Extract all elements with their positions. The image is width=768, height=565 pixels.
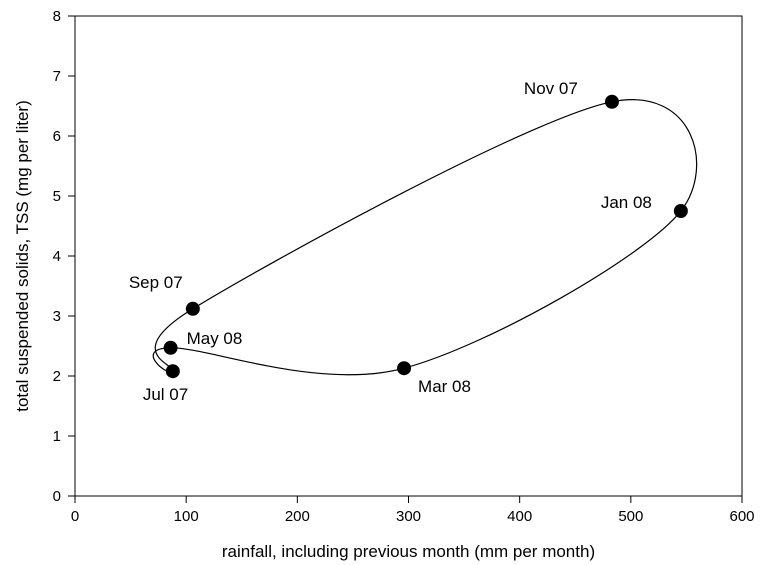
y-tick-label: 2 xyxy=(53,368,61,385)
x-tick-label: 300 xyxy=(396,508,421,525)
x-tick-label: 500 xyxy=(618,508,643,525)
data-point xyxy=(163,340,178,355)
data-point-label: Mar 08 xyxy=(418,377,471,396)
data-point xyxy=(604,94,619,109)
data-point xyxy=(397,361,412,376)
y-tick-label: 1 xyxy=(53,428,61,445)
x-axis: 0 100 200 300 400 500 600 xyxy=(71,496,755,525)
y-tick-label: 6 xyxy=(53,128,61,145)
x-tick-label: 0 xyxy=(71,508,79,525)
data-point-label: May 08 xyxy=(187,329,243,348)
y-tick-label: 0 xyxy=(53,488,61,505)
data-point-label: Sep 07 xyxy=(129,273,183,292)
data-point xyxy=(673,204,688,218)
y-tick-label: 7 xyxy=(53,68,61,85)
data-point xyxy=(165,364,180,379)
y-tick-label: 8 xyxy=(53,8,61,25)
y-tick-label: 4 xyxy=(53,248,61,265)
data-point xyxy=(185,301,200,316)
seasonal-loop-curve xyxy=(152,99,698,376)
x-axis-title: rainfall, including previous month (mm p… xyxy=(222,542,595,561)
data-point-label: Jul 07 xyxy=(143,385,188,404)
data-point-label: Jan 08 xyxy=(601,193,652,212)
y-tick-label: 3 xyxy=(53,308,61,325)
x-tick-label: 600 xyxy=(729,508,754,525)
x-tick-label: 400 xyxy=(507,508,532,525)
plot-area xyxy=(74,15,743,497)
y-axis-title: total suspended solids, TSS (mg per lite… xyxy=(13,100,32,412)
y-tick-label: 5 xyxy=(53,188,61,205)
plot-frame xyxy=(74,15,743,497)
data-points: Jul 07 Sep 07 Nov 07 Jan 08 Mar 08 May 08 xyxy=(129,79,688,404)
y-axis: 0 1 2 3 4 5 6 7 8 xyxy=(53,8,75,505)
x-tick-label: 100 xyxy=(174,508,199,525)
data-point-label: Nov 07 xyxy=(524,79,578,98)
x-tick-label: 200 xyxy=(285,508,310,525)
